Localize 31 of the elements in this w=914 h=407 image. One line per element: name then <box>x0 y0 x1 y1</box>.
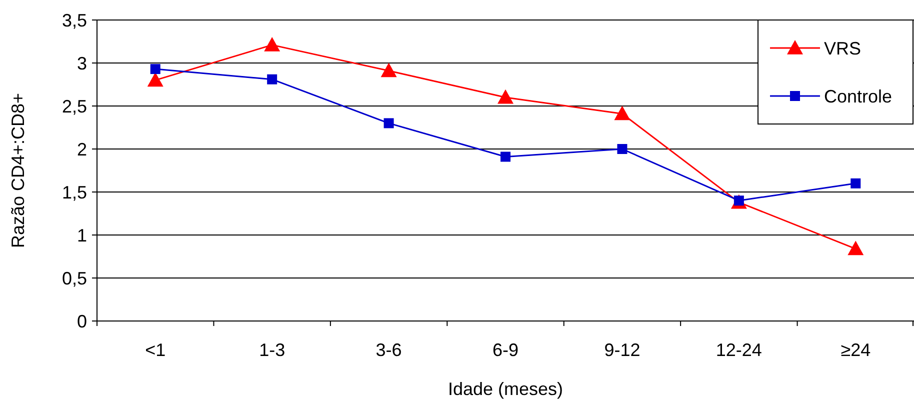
y-axis-title: Razão CD4+:CD8+ <box>8 92 28 248</box>
point <box>614 106 630 120</box>
point <box>500 152 510 162</box>
y-tick-label: 3,5 <box>62 10 87 30</box>
y-tick-label: 0 <box>76 311 87 332</box>
y-tick-label: 2,5 <box>62 96 87 116</box>
point <box>380 62 397 78</box>
x-tick-label: 1-3 <box>259 340 286 360</box>
x-tick-label: 3-6 <box>376 340 402 360</box>
y-tick-label: 0,5 <box>62 268 87 288</box>
x-tick-label: 6-9 <box>492 340 519 360</box>
legend-label: Controle <box>824 86 892 106</box>
y-tick-label: 1 <box>76 225 87 246</box>
y-tick-label: 3 <box>76 53 87 74</box>
x-tick-label: 9-12 <box>604 340 640 360</box>
x-tick-label: <1 <box>145 340 166 360</box>
point <box>147 72 164 87</box>
x-axis-title: Idade (meses) <box>448 379 564 399</box>
point <box>617 144 628 154</box>
point <box>848 240 864 256</box>
x-tick-label: 12-24 <box>716 340 762 360</box>
legend-label: VRS <box>824 38 862 58</box>
y-tick-label: 1,5 <box>62 182 87 202</box>
point <box>150 64 160 74</box>
point <box>384 118 394 128</box>
y-tick-label: 2 <box>76 139 87 160</box>
point <box>498 89 514 104</box>
x-tick-label: ≥24 <box>840 340 871 360</box>
point <box>267 74 278 84</box>
point <box>850 178 861 188</box>
point <box>264 36 280 52</box>
